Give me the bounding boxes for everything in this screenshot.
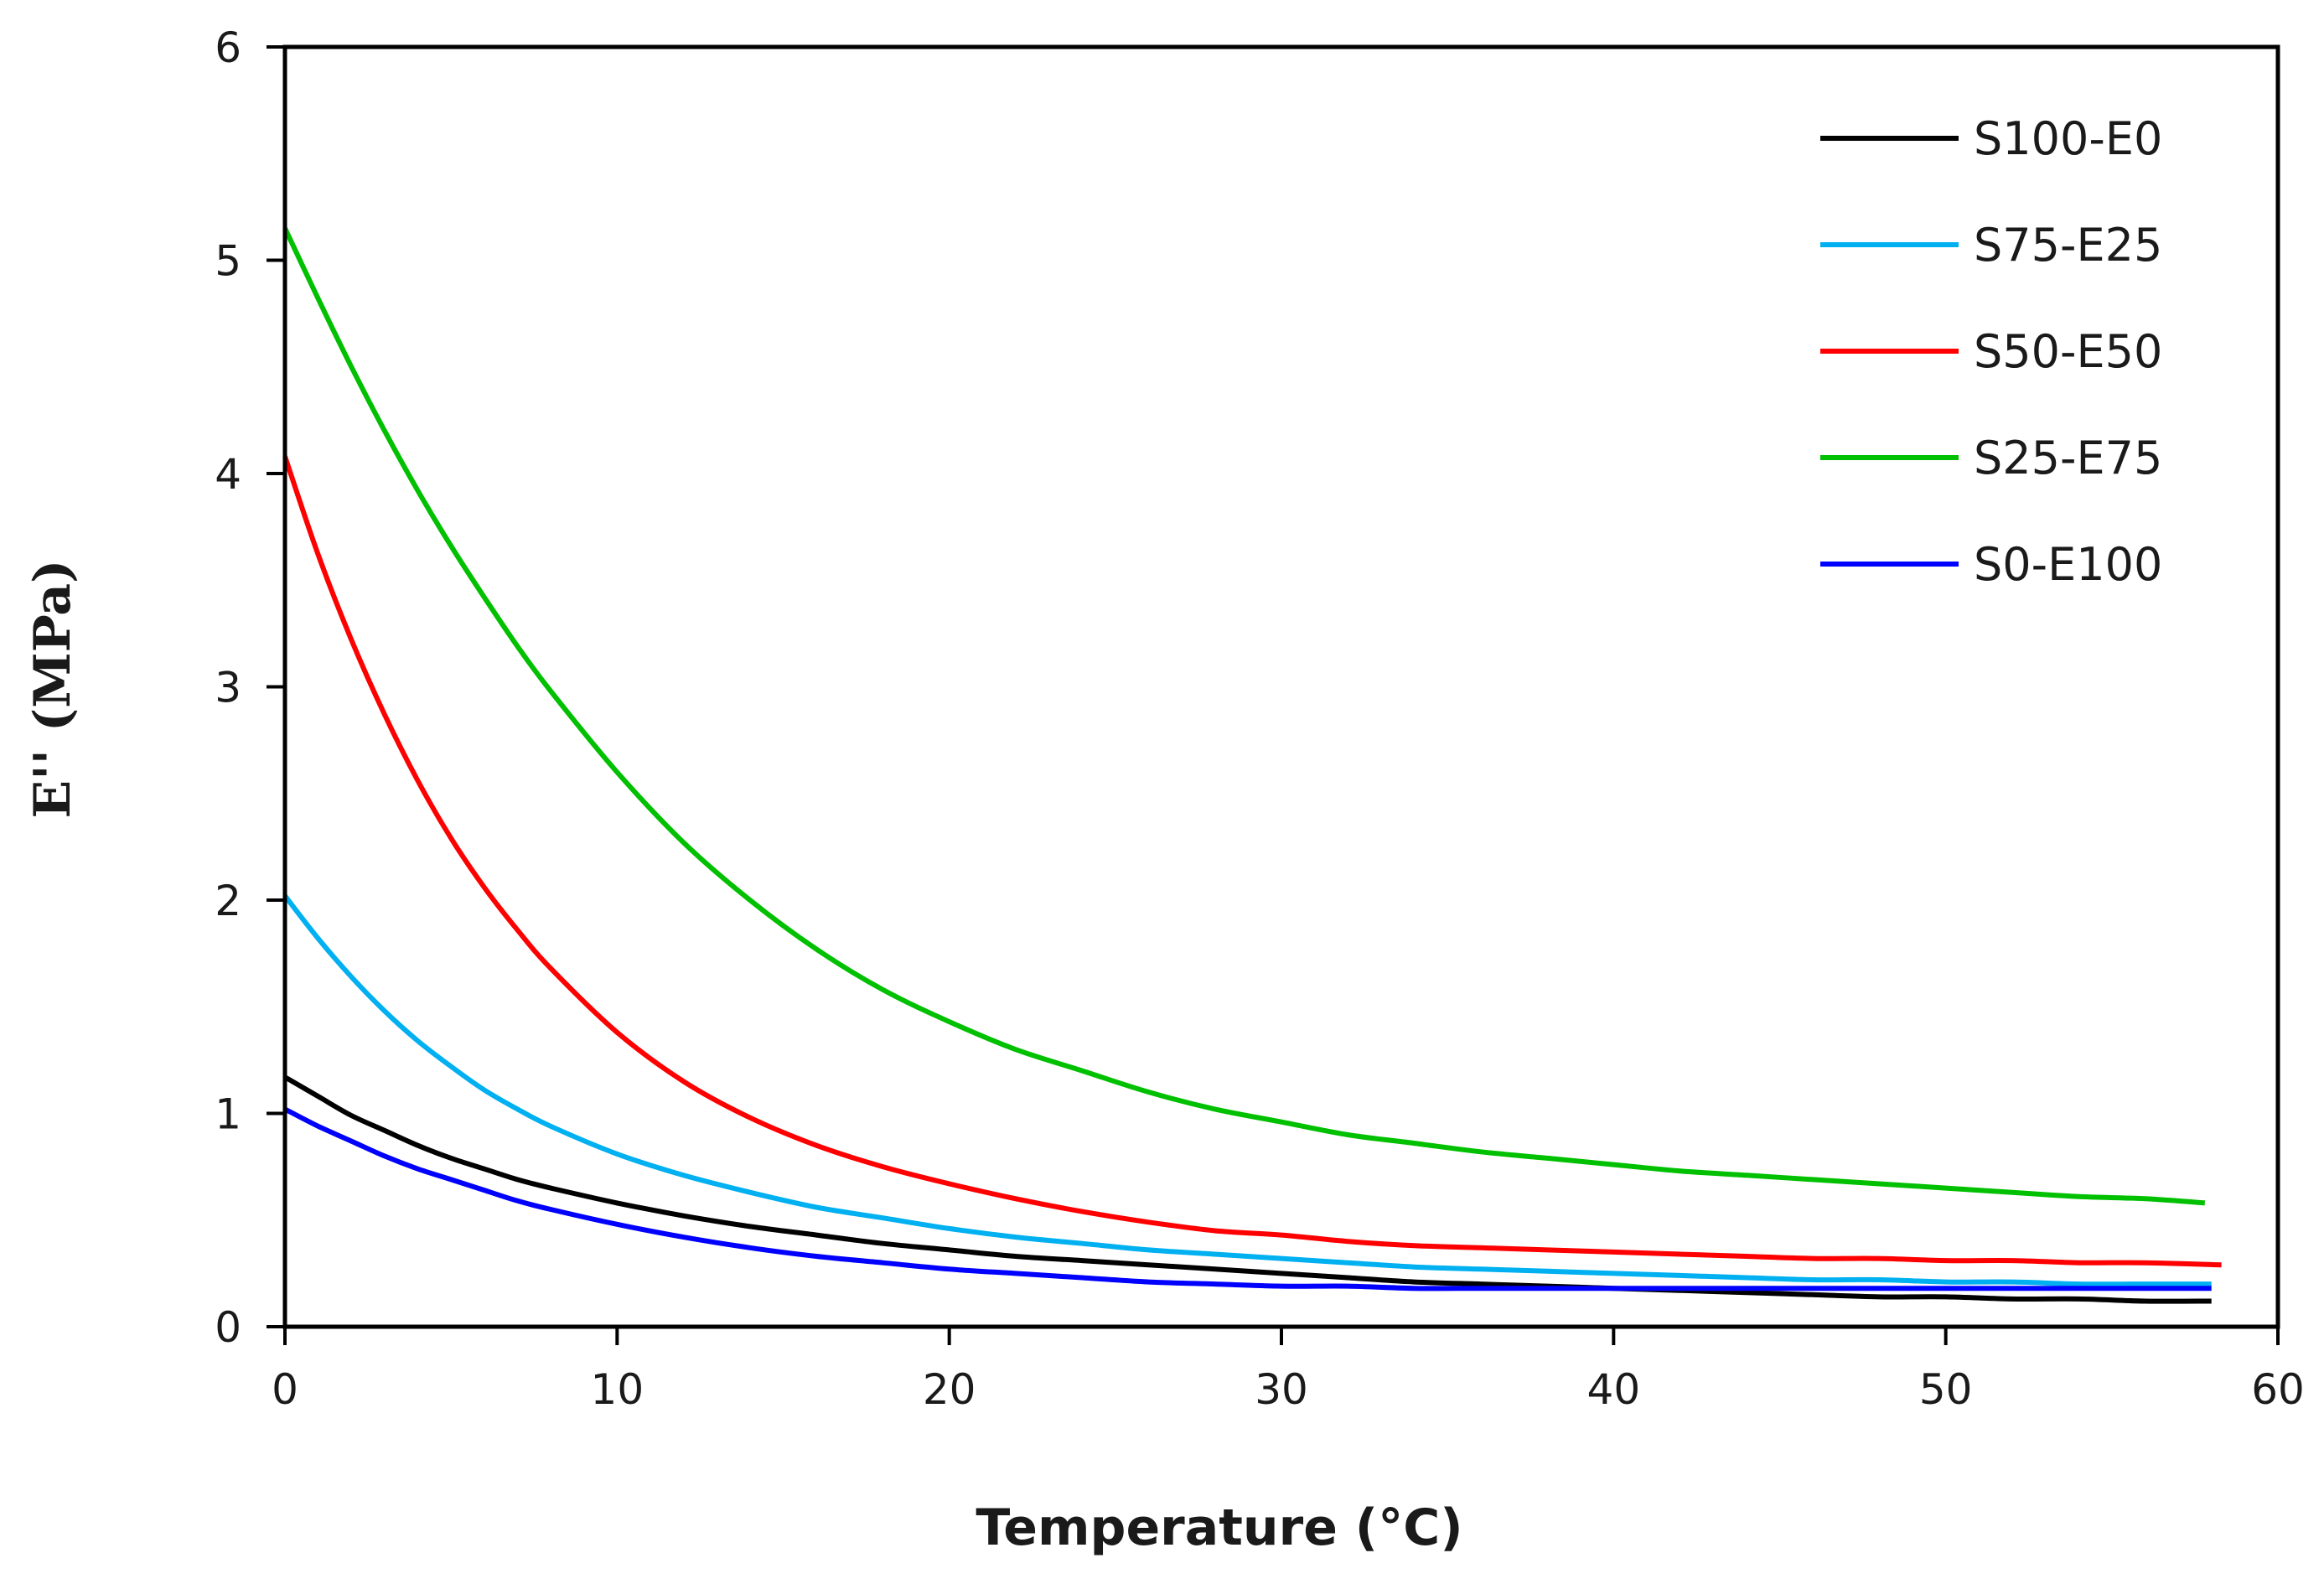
series-line-s25-e75	[282, 227, 2206, 1206]
y-tick-label: 1	[215, 1090, 241, 1139]
legend: S100-E0 S75-E25 S50-E50 S25-E75 S0-E100	[1820, 112, 2162, 591]
x-tick-label: 50	[1919, 1365, 1973, 1414]
y-tick-label: 4	[215, 450, 241, 499]
legend-label-s100-e0: S100-E0	[1974, 112, 2162, 165]
series-layer	[282, 227, 2222, 1304]
legend-label-s0-e100: S0-E100	[1974, 538, 2162, 591]
x-tick-label: 60	[2251, 1365, 2305, 1414]
x-tick-label: 10	[591, 1365, 644, 1414]
series-line-s0-e100	[283, 1106, 2212, 1292]
y-tick-label: 3	[215, 664, 241, 712]
y-tick-label: 6	[215, 23, 241, 72]
legend-label-s50-e50: S50-E50	[1974, 325, 2162, 378]
series-line-s75-e25	[282, 894, 2212, 1287]
x-tick-label: 0	[272, 1365, 298, 1414]
series-line-s50-e50	[282, 455, 2222, 1268]
axis-ticks: 0 10 20 30 40 50 60 0 1 2 3 4 5 6	[215, 23, 2305, 1414]
legend-label-s75-e25: S75-E25	[1974, 219, 2162, 272]
y-tick-label: 2	[215, 877, 241, 925]
legend-label-s25-e75: S25-E75	[1974, 432, 2162, 484]
y-tick-label: 5	[215, 237, 241, 286]
x-tick-label: 40	[1587, 1365, 1641, 1414]
x-tick-label: 20	[923, 1365, 976, 1414]
x-tick-label: 30	[1255, 1365, 1308, 1414]
series-line-s100-e0	[283, 1074, 2212, 1304]
y-tick-label: 0	[215, 1303, 241, 1352]
x-axis-title: Temperature (°C)	[976, 1499, 1462, 1557]
y-axis-title: E'' (MPa)	[23, 560, 82, 819]
